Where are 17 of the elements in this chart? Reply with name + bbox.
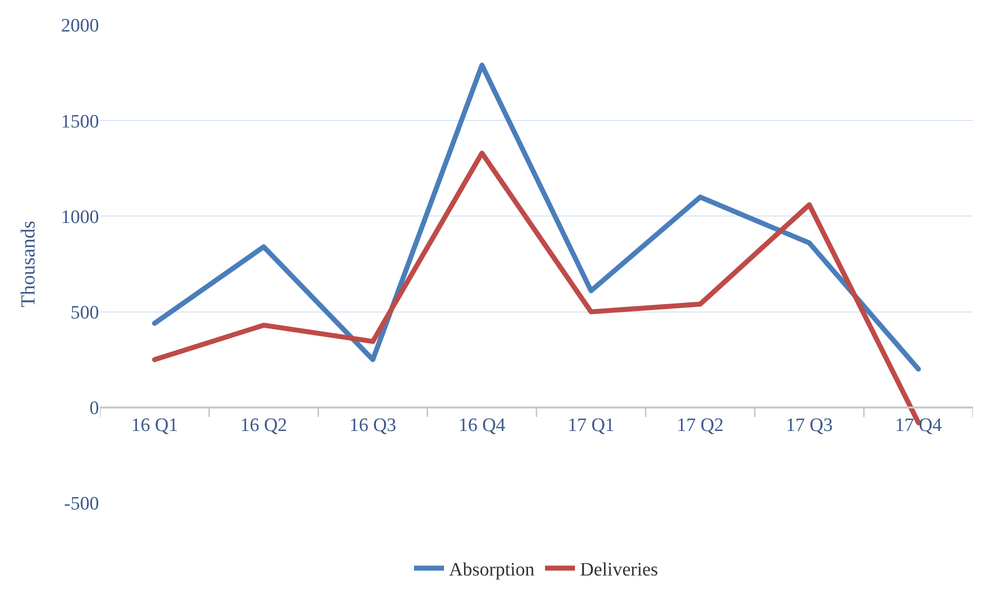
x-tick-label: 16 Q4	[458, 414, 506, 436]
x-tick-label: 16 Q1	[131, 414, 178, 436]
legend-label: Deliveries	[580, 560, 658, 581]
y-tick-label: -500	[64, 494, 99, 515]
y-tick-label: 2000	[61, 16, 99, 37]
x-tick-label: 16 Q2	[240, 414, 288, 436]
x-tick-label: 17 Q1	[568, 414, 615, 436]
y-axis-title: Thousands	[18, 220, 40, 308]
x-tick-label: 16 Q3	[349, 414, 396, 436]
y-tick-label: 500	[70, 302, 99, 324]
x-tick-label: 17 Q4	[894, 414, 942, 436]
y-tick-label: 1000	[61, 206, 99, 228]
legend-label: Absorption	[449, 560, 535, 581]
x-tick-label: 17 Q2	[676, 414, 724, 436]
y-tick-label: 0	[90, 398, 99, 420]
y-tick-label: 1500	[61, 111, 99, 132]
x-tick-label: 17 Q3	[786, 414, 833, 436]
